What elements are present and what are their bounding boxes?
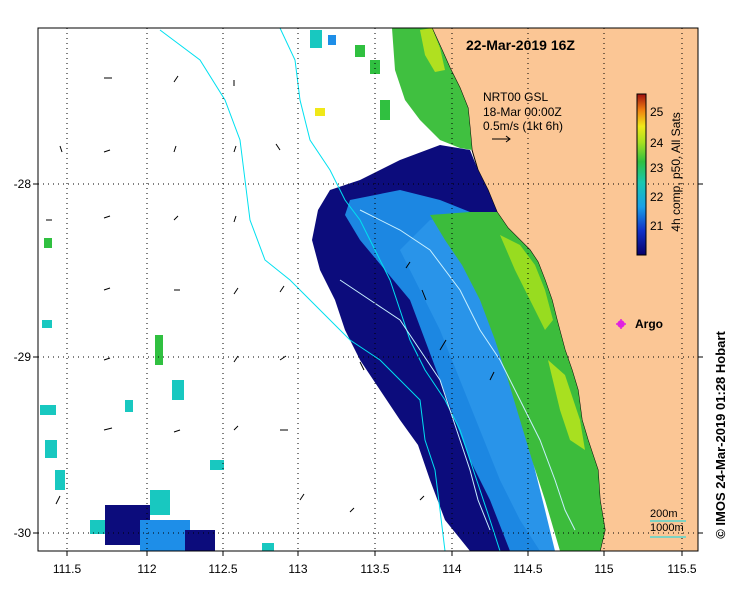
scale-arrow-icon: [492, 135, 511, 143]
contour-label-1000m: 1000m: [650, 522, 684, 534]
sst-north-yellow: [420, 28, 445, 72]
colorbar-label: 4h comp, p50, All Sats: [669, 112, 683, 231]
x-tick-label: 111.5: [53, 562, 82, 576]
bathymetry-contour-mid: [339, 279, 491, 531]
colorbar-tick-label: 22: [650, 190, 664, 204]
colorbar-tick-labels: 25 24 23 22 21: [650, 105, 664, 233]
sst-north-strip: [392, 28, 472, 150]
sst-warm-band: [430, 212, 605, 551]
x-tick-label: 112: [137, 562, 156, 576]
y-tick-label: -29: [14, 350, 32, 364]
axis-ticks: [33, 183, 703, 556]
bathymetry-contour-200m: [279, 28, 501, 551]
x-tick-label: 115: [594, 562, 613, 576]
x-tick-label: 113.5: [360, 562, 389, 576]
colorbar-tick-label: 23: [650, 161, 664, 175]
x-tick-label: 115.5: [667, 562, 696, 576]
bathymetry-contour-inner: [359, 209, 576, 531]
colorbar-tick-label: 21: [650, 219, 664, 233]
info-line-source: NRT00 GSL: [483, 90, 548, 104]
colorbar-tick-label: 25: [650, 105, 664, 119]
y-tick-label: -30: [14, 526, 32, 540]
current-vectors: [46, 75, 495, 513]
x-tick-label: 114.5: [513, 562, 542, 576]
x-tick-label: 114: [442, 562, 461, 576]
sst-offshore-patches: [40, 30, 390, 551]
colorbar-tick-label: 24: [650, 136, 664, 150]
y-tick-label: -28: [14, 177, 32, 191]
info-line-time: 18-Mar 00:00Z: [483, 105, 562, 119]
x-tick-label: 112.5: [208, 562, 237, 576]
credit-text: © IMOS 24-Mar-2019 01:28 Hobart: [713, 331, 728, 539]
plot-frame: [37, 27, 699, 552]
bathymetry-contour-1000m: [159, 29, 446, 551]
x-tick-label: 113: [288, 562, 307, 576]
date-title: 22-Mar-2019 16Z: [466, 37, 575, 53]
grid-lines: [38, 28, 698, 551]
argo-label: Argo: [635, 317, 663, 331]
sst-coastal-lime-2: [548, 360, 585, 450]
info-line-scale: 0.5m/s (1kt 6h): [483, 119, 563, 133]
colorbar: [636, 93, 647, 256]
x-tick-labels: 111.5 112 112.5 113 113.5 114 114.5 115 …: [53, 562, 697, 576]
y-tick-labels: -28 -29 -30: [14, 177, 32, 540]
sst-coastal-lime: [500, 235, 553, 330]
argo-float-marker-icon: [616, 319, 626, 329]
contour-label-200m: 200m: [650, 508, 678, 520]
